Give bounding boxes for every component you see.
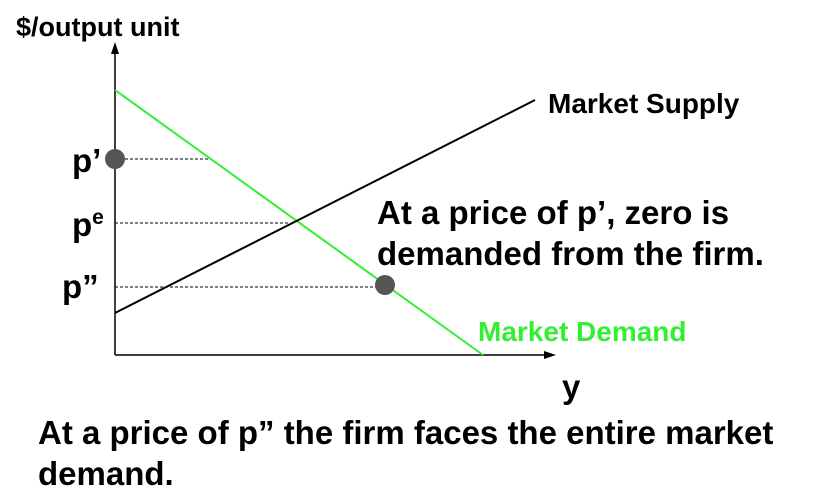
p-e-label-sup: e bbox=[92, 206, 104, 229]
x-axis-arrow bbox=[544, 351, 556, 359]
x-axis-label: y bbox=[562, 368, 581, 405]
y-axis-arrow bbox=[111, 42, 119, 54]
p-double-label: p” bbox=[62, 268, 99, 305]
p-prime-note: At a price of p’, zero is demanded from … bbox=[377, 194, 764, 272]
y-axis-label: $/output unit bbox=[16, 12, 179, 42]
p-e-label: pe bbox=[72, 206, 104, 243]
p-e-label-base: p bbox=[72, 206, 92, 243]
market-demand-line bbox=[114, 89, 484, 356]
p-double-dot bbox=[375, 275, 395, 295]
p-double-note: At a price of p” the firm faces the enti… bbox=[38, 414, 774, 492]
market-supply-label: Market Supply bbox=[548, 88, 740, 119]
market-supply-line bbox=[114, 99, 536, 314]
p-prime-dot bbox=[105, 149, 125, 169]
market-demand-label: Market Demand bbox=[478, 316, 687, 347]
p-prime-label: p’ bbox=[72, 142, 101, 179]
